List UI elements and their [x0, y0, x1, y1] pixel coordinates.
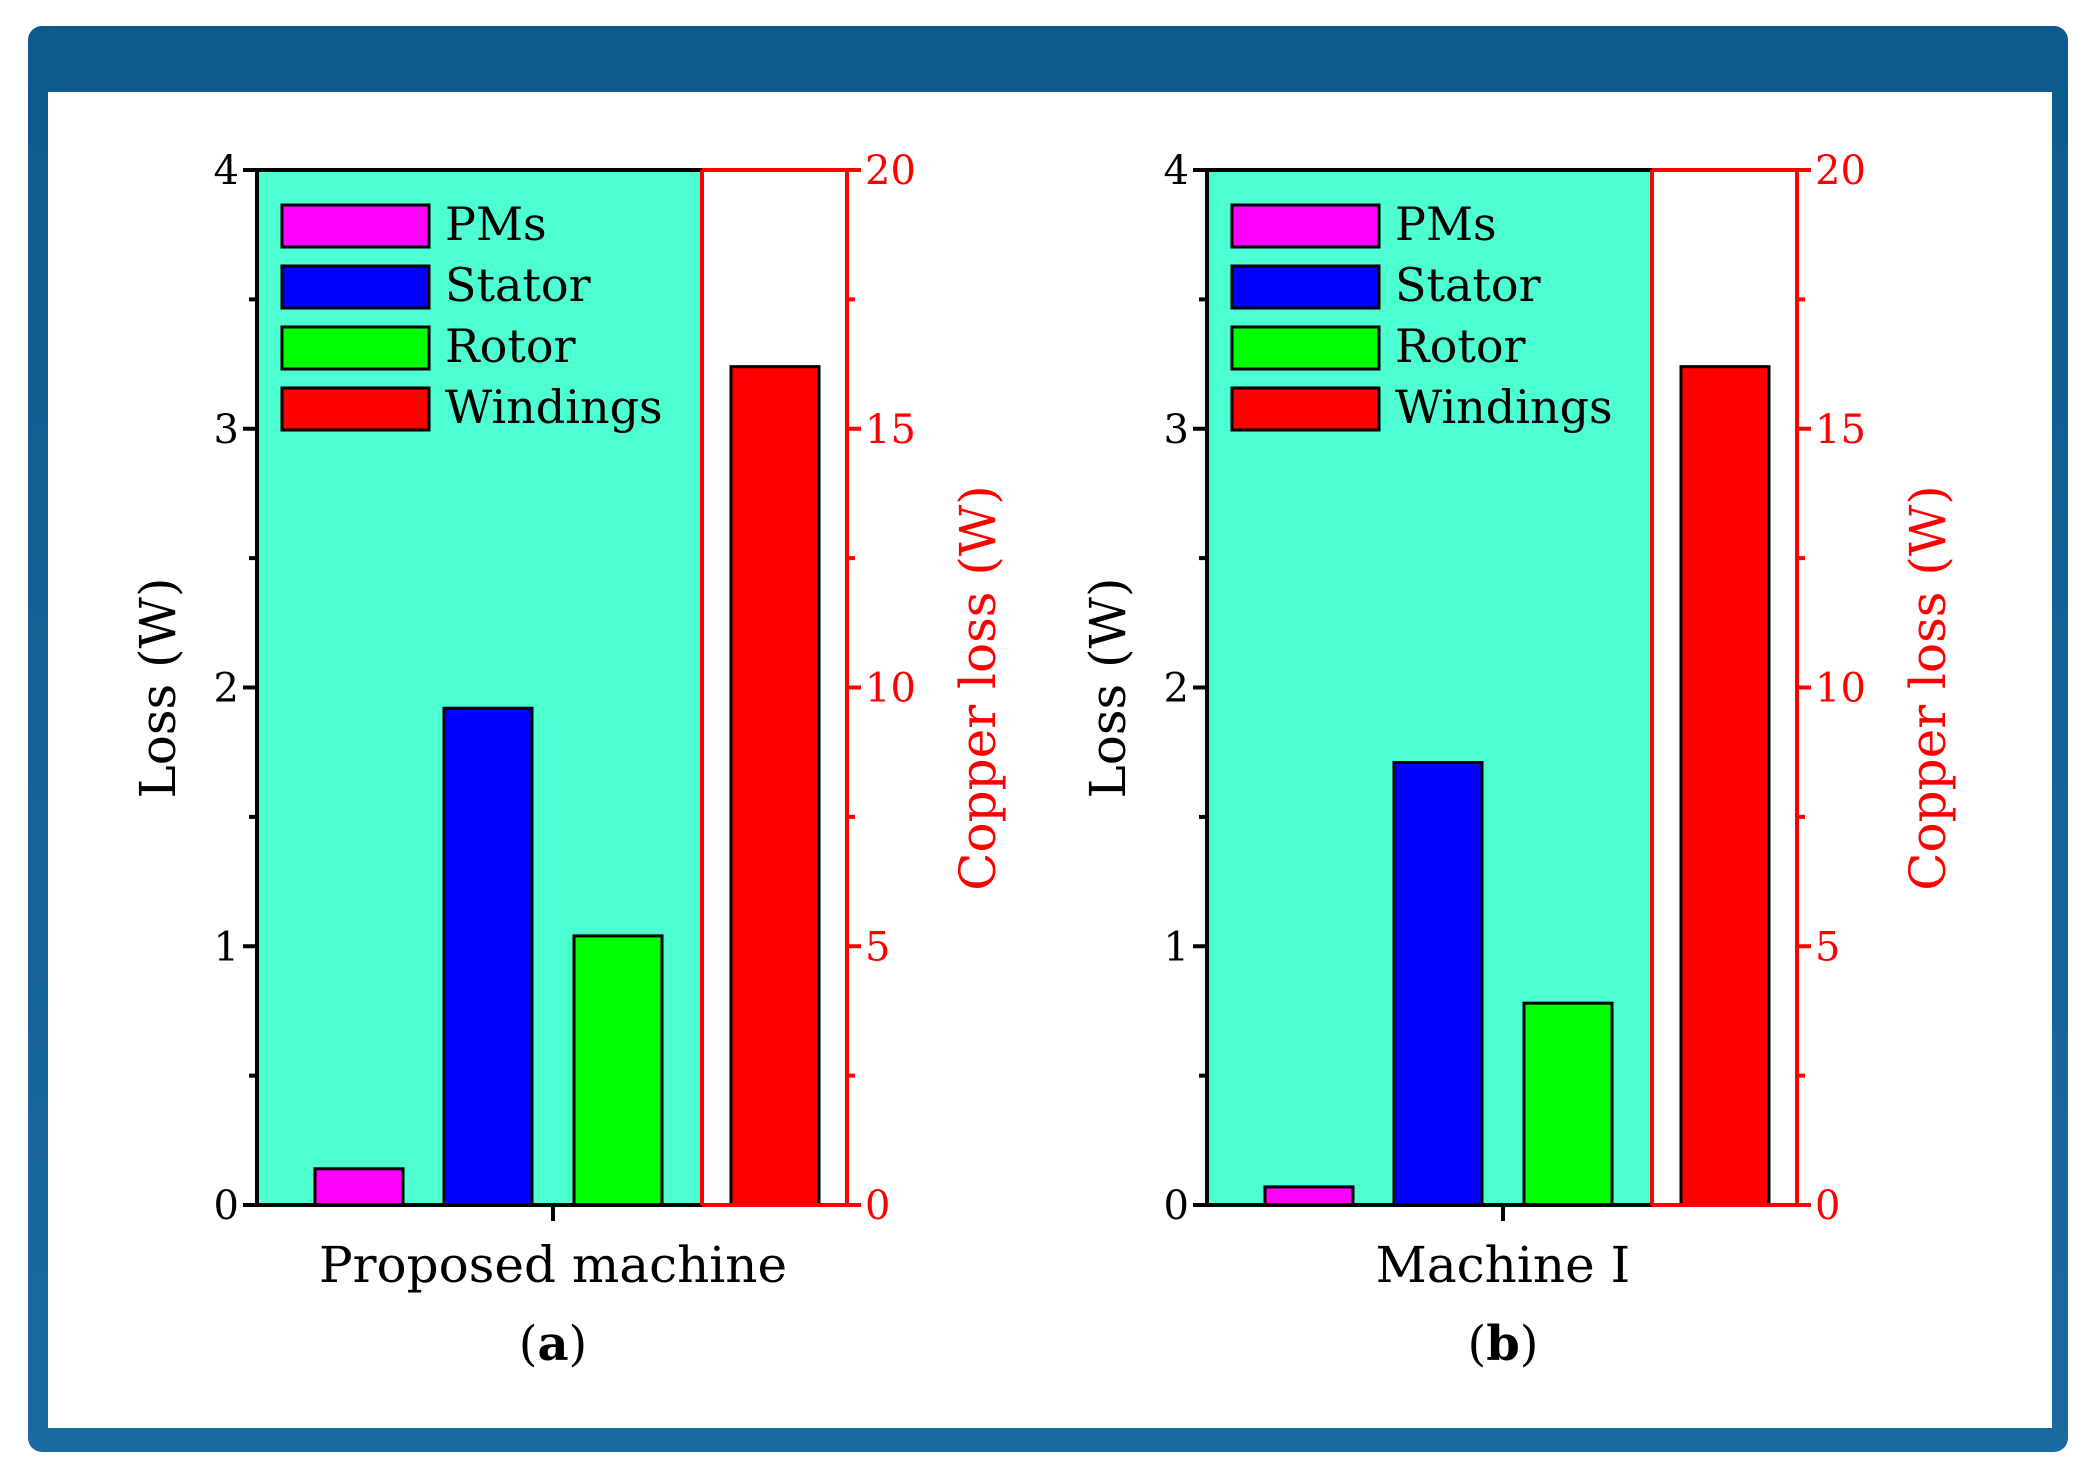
- y-tick-label: 2: [1164, 666, 1189, 712]
- panel-label: (a): [519, 1316, 588, 1372]
- y-tick-label: 0: [214, 1183, 239, 1229]
- y2-tick-label: 10: [865, 666, 916, 712]
- legend: PMs Stator Rotor Windings: [280, 197, 663, 434]
- legend-label-rotor: Rotor: [1395, 319, 1526, 373]
- legend-swatch-rotor: [280, 325, 431, 371]
- bar-rotor: [1522, 1001, 1614, 1207]
- legend-swatch-windings: [280, 386, 431, 432]
- y-tick-label: 3: [1164, 407, 1189, 453]
- y-tick-label: 1: [1164, 924, 1189, 970]
- legend-swatch-stator: [1230, 264, 1381, 310]
- legend-label-rotor: Rotor: [445, 319, 576, 373]
- y-axis-label: Loss (W): [129, 578, 187, 799]
- y-tick-label: 4: [214, 148, 239, 194]
- legend-label-stator: Stator: [1395, 258, 1541, 312]
- legend-swatch-rotor: [1230, 325, 1381, 371]
- y2-tick-label: 20: [1815, 148, 1866, 194]
- y-tick-label: 1: [214, 924, 239, 970]
- y2-tick-label: 10: [1815, 666, 1866, 712]
- bar-windings: [729, 365, 821, 1207]
- x-axis-label: Machine I: [1376, 1236, 1631, 1294]
- legend-swatch-windings: [1230, 386, 1381, 432]
- y-tick-label: 4: [1164, 148, 1189, 194]
- legend-swatch-pms: [1230, 203, 1381, 249]
- y2-axis-label: Copper loss (W): [1899, 485, 1957, 890]
- y2-tick-label: 15: [865, 407, 916, 453]
- legend: PMs Stator Rotor Windings: [1230, 197, 1613, 434]
- y2-tick-label: 0: [1815, 1183, 1840, 1229]
- panel-label: (b): [1467, 1316, 1538, 1372]
- y2-tick-label: 0: [865, 1183, 890, 1229]
- legend-label-windings: Windings: [1395, 380, 1613, 434]
- chart-panel-a: 0 1 2 3 4 0 5 10 15 20 Proposed machine (a) Loss (W)…: [129, 148, 1007, 1372]
- y-tick-label: 3: [214, 407, 239, 453]
- y-axis-label: Loss (W): [1079, 578, 1137, 799]
- legend-label-stator: Stator: [445, 258, 591, 312]
- y2-tick-label: 15: [1815, 407, 1866, 453]
- legend-label-windings: Windings: [445, 380, 663, 434]
- y2-tick-label: 20: [865, 148, 916, 194]
- legend-label-pms: PMs: [1395, 197, 1497, 251]
- y-tick-label: 2: [214, 666, 239, 712]
- bar-windings: [1679, 365, 1771, 1207]
- y2-axis-label: Copper loss (W): [949, 485, 1007, 890]
- y2-tick-label: 5: [865, 924, 890, 970]
- chart-panel-b: 0 1 2 3 4 0 5 10 15 20 Machine I (b) Loss (W) Copper …: [1079, 148, 1957, 1372]
- legend-swatch-stator: [280, 264, 431, 310]
- legend-label-pms: PMs: [445, 197, 547, 251]
- bar-pms: [1263, 1185, 1355, 1207]
- bar-rotor: [572, 934, 664, 1207]
- bar-stator: [442, 706, 534, 1207]
- bar-stator: [1392, 761, 1484, 1207]
- x-axis-label: Proposed machine: [319, 1236, 787, 1294]
- bar-pms: [313, 1167, 405, 1207]
- legend-swatch-pms: [280, 203, 431, 249]
- y2-tick-label: 5: [1815, 924, 1840, 970]
- y-tick-label: 0: [1164, 1183, 1189, 1229]
